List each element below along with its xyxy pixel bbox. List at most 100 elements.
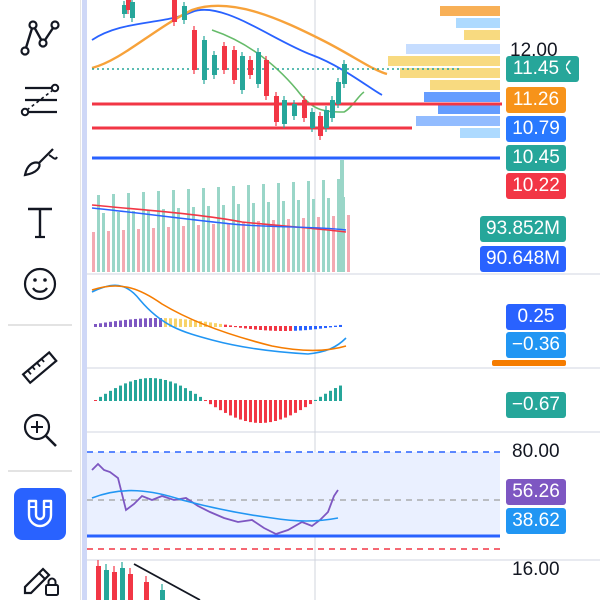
candle-body xyxy=(126,0,131,10)
volume-bar xyxy=(192,207,195,272)
volume-bar xyxy=(102,213,105,272)
oscillator-bar xyxy=(149,378,152,401)
oscillator-bar xyxy=(259,400,262,423)
rsi-line xyxy=(91,462,339,535)
volume-ma-red xyxy=(91,204,347,233)
oscillator-bar xyxy=(264,400,267,423)
macd-bar xyxy=(289,326,292,331)
volume-bar xyxy=(347,215,350,272)
oscillator-bar xyxy=(224,400,227,413)
scroll-edge[interactable] xyxy=(82,0,87,600)
volume-bar xyxy=(232,186,235,272)
macd-bar xyxy=(134,318,137,327)
macd-bar xyxy=(184,319,187,327)
macd-bar xyxy=(214,323,217,327)
macd-bar xyxy=(319,326,322,329)
candle-body xyxy=(318,116,323,136)
macd-bar xyxy=(304,326,307,331)
text-tool[interactable] xyxy=(14,196,66,248)
oscillator-bar xyxy=(139,378,142,401)
oscillator-bar xyxy=(99,396,102,401)
volume-bar xyxy=(317,217,320,272)
volume-profile-bar xyxy=(456,18,500,28)
volume-bar xyxy=(242,222,245,272)
volume-bar xyxy=(177,208,180,272)
magnet-tool[interactable] xyxy=(14,488,66,540)
oscillator-bar xyxy=(154,378,157,401)
pencil-lock-icon xyxy=(23,567,59,596)
oscillator-bar xyxy=(109,390,112,401)
macd-bar xyxy=(149,318,152,327)
volume-profile-bar xyxy=(400,68,500,78)
brush-tool[interactable] xyxy=(14,134,66,186)
macd-bar xyxy=(169,318,172,327)
macd-bar xyxy=(334,325,337,327)
volume-bars xyxy=(92,160,350,272)
chart-area[interactable]: VIX 12.00 11.45 11.26 10.79 10.45 10.22 … xyxy=(82,0,600,600)
macd-bar xyxy=(239,326,242,328)
macd-bar xyxy=(224,324,227,327)
oscillator-bar xyxy=(114,388,117,401)
trend-line-tool[interactable] xyxy=(14,12,66,64)
oscillator-bar xyxy=(309,400,312,405)
oscillator-bar xyxy=(209,400,212,405)
ma-orange-tag: 11.26 xyxy=(506,87,566,113)
fib-retracement-icon xyxy=(20,83,60,117)
volume-bar xyxy=(257,221,260,272)
fib-tool[interactable] xyxy=(14,74,66,126)
volume-bar xyxy=(122,230,125,272)
candle-body xyxy=(222,46,227,70)
volume-bar xyxy=(107,231,110,272)
volume-bar xyxy=(97,195,100,272)
volume-bar xyxy=(162,209,165,272)
macd-bar xyxy=(314,326,317,330)
candle-body xyxy=(282,100,287,124)
bottom-trend-line[interactable] xyxy=(133,563,201,600)
oscillator-bar xyxy=(204,400,207,402)
macd-bar xyxy=(219,323,222,327)
volume-bar xyxy=(307,181,310,272)
lock-drawings-tool[interactable] xyxy=(14,550,66,600)
macd-bar xyxy=(139,318,142,327)
macd-bar xyxy=(294,326,297,331)
candle-body xyxy=(192,30,197,70)
macd-bar xyxy=(244,326,247,329)
macd-bar xyxy=(109,321,112,327)
ma-green-tag: 10.45 xyxy=(506,145,566,171)
oscillator-bar xyxy=(339,385,342,401)
macd-bar xyxy=(104,322,107,327)
oscillator-bar xyxy=(124,383,127,401)
volume-ma-tag: 90.648M xyxy=(480,246,566,272)
volume-bar xyxy=(332,216,335,272)
volume-profile-bar xyxy=(438,104,500,114)
volume-bar xyxy=(147,210,150,272)
drawing-toolbar xyxy=(0,0,81,600)
oscillator-bar xyxy=(129,381,132,401)
macd-bar xyxy=(234,326,237,328)
candle-body xyxy=(336,82,341,104)
volume-bar xyxy=(117,212,120,272)
volume-bar xyxy=(152,228,155,272)
macd-line xyxy=(91,284,347,355)
measure-tool[interactable] xyxy=(14,342,66,394)
last-price-tag: 11.45 xyxy=(506,56,566,82)
volume-tag: 93.852M xyxy=(480,216,566,242)
emoji-tool[interactable] xyxy=(14,258,66,310)
volume-bar xyxy=(297,200,300,272)
zoom-in-icon xyxy=(23,413,57,447)
macd-bar xyxy=(274,326,277,331)
volume-bar xyxy=(222,205,225,272)
macd-bar xyxy=(154,318,157,327)
volume-profile-bar xyxy=(430,80,500,90)
macd-bar xyxy=(199,321,202,327)
volume-bar xyxy=(132,211,135,272)
oscillator-bar xyxy=(94,400,97,401)
chart-canvas[interactable] xyxy=(82,0,600,600)
volume-bar xyxy=(252,203,255,272)
volume-bar xyxy=(202,188,205,272)
candle-body xyxy=(324,110,329,128)
volume-bar xyxy=(287,219,290,272)
volume-bar xyxy=(302,218,305,272)
smiley-icon xyxy=(23,267,57,301)
zoom-tool[interactable] xyxy=(14,404,66,456)
